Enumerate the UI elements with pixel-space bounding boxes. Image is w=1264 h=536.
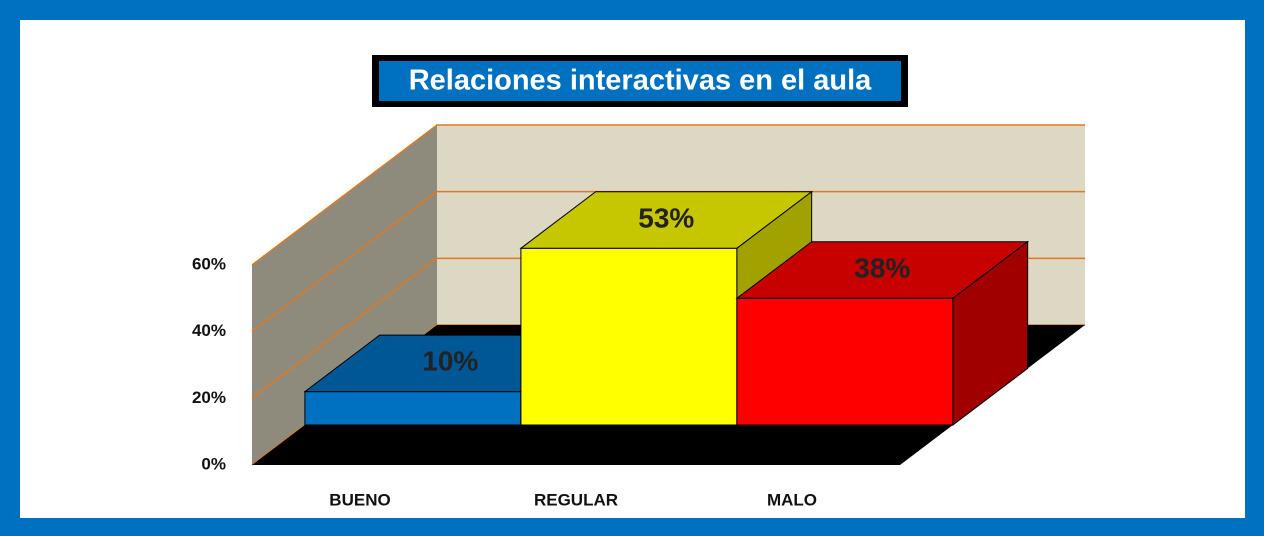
grid-line bbox=[251, 190, 1085, 333]
x-tick-label: REGULAR bbox=[534, 490, 618, 509]
bar-front bbox=[520, 247, 738, 426]
y-tick-label: 20% bbox=[192, 388, 226, 407]
bar-front bbox=[736, 297, 954, 426]
side-wall bbox=[252, 125, 437, 465]
data-label: 10% bbox=[422, 346, 478, 377]
x-tick-label: BUENO bbox=[329, 490, 390, 509]
y-tick-label: 40% bbox=[192, 321, 226, 340]
x-tick-label: MALO bbox=[767, 490, 817, 509]
data-label: 53% bbox=[638, 202, 694, 233]
chart-title: Relaciones interactivas en el aula bbox=[409, 65, 872, 97]
bar-side bbox=[952, 240, 1029, 426]
grid-line bbox=[251, 124, 1085, 266]
plot: 0% 20% 40% 60% BUENO 10% REGULAR 53% MALO 38% bbox=[192, 124, 1085, 509]
bar-front bbox=[304, 391, 522, 426]
data-label: 38% bbox=[854, 252, 910, 283]
y-tick-label: 60% bbox=[192, 254, 226, 273]
title-box bbox=[379, 61, 901, 101]
y-tick-label: 0% bbox=[201, 454, 226, 473]
